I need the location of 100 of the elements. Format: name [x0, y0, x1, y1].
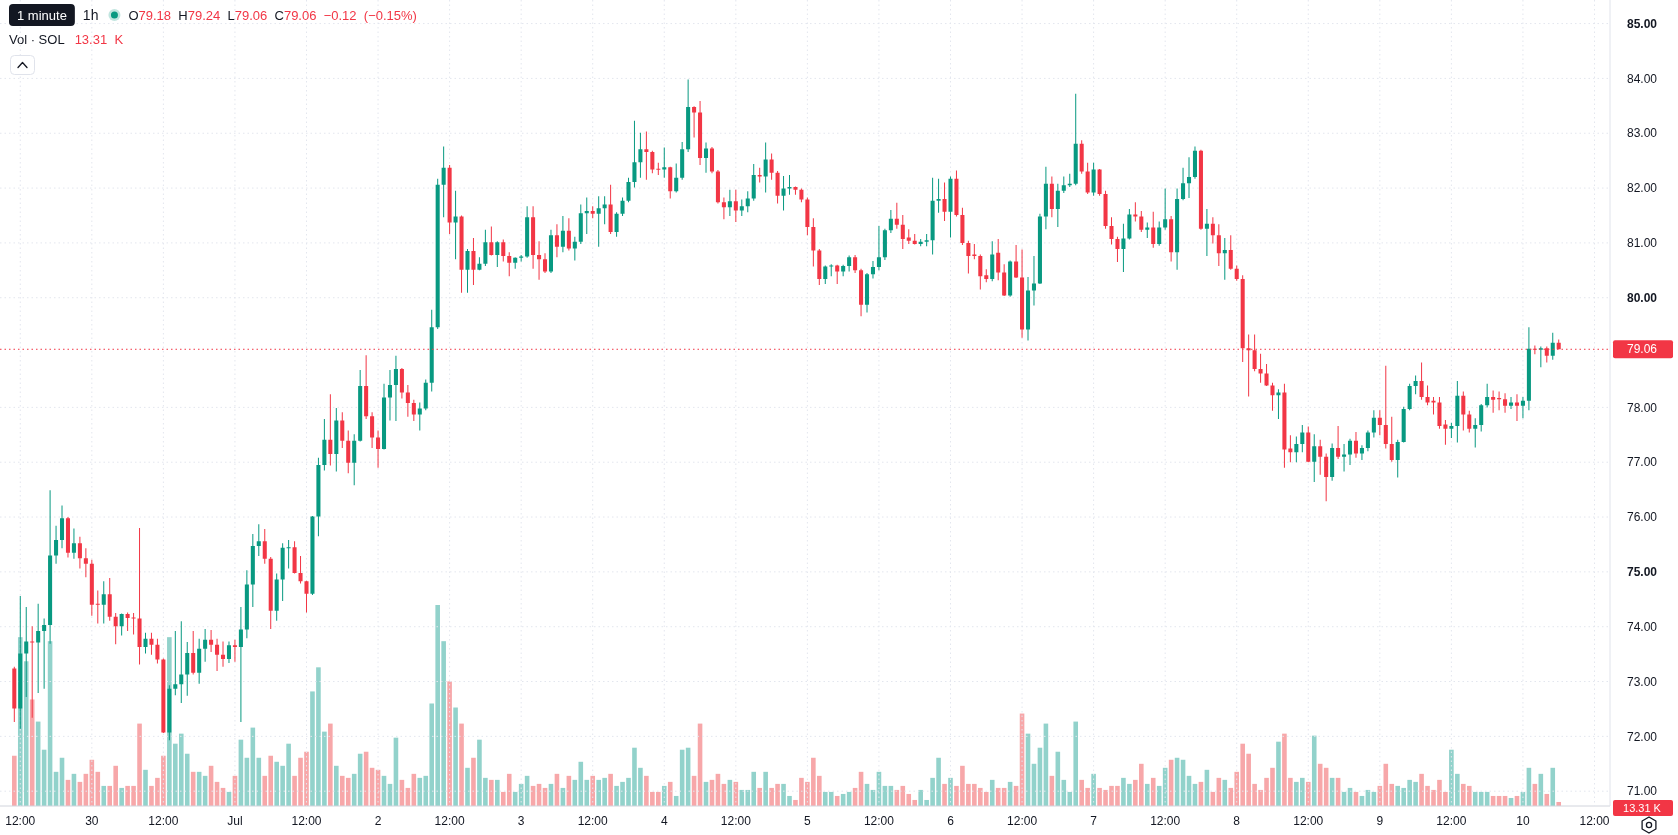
candlestick — [841, 264, 846, 277]
candlestick — [453, 190, 458, 260]
x-tick-label: 12:00 — [291, 814, 322, 829]
candlestick — [173, 631, 178, 696]
candlestick — [936, 178, 941, 213]
candlestick — [113, 613, 118, 645]
candlestick — [1270, 382, 1275, 411]
y-tick-label: 81.00 — [1626, 236, 1658, 251]
candlestick — [984, 269, 989, 283]
candlestick — [781, 176, 786, 211]
candlestick — [256, 524, 261, 556]
candlestick — [1353, 432, 1359, 458]
candlestick — [1330, 443, 1335, 481]
candlestick — [1365, 430, 1370, 452]
candlestick — [1461, 391, 1466, 431]
candlestick — [1407, 383, 1412, 411]
candlestick — [811, 218, 816, 267]
candlestick — [1228, 235, 1233, 270]
candlestick — [399, 367, 404, 399]
candlestick — [1043, 166, 1048, 230]
candlestick — [1085, 162, 1090, 195]
candlestick — [596, 196, 601, 247]
candlestick — [1169, 216, 1174, 262]
candlestick — [566, 218, 571, 251]
candlestick — [1037, 213, 1042, 285]
candlestick — [817, 248, 822, 286]
candlestick — [525, 206, 530, 258]
candlestick — [304, 580, 309, 613]
candlestick — [423, 379, 428, 411]
bar — [989, 779, 995, 806]
bar — [119, 787, 124, 806]
bar — [1091, 773, 1096, 806]
candlestick — [101, 581, 106, 624]
y-tick-label: 78.00 — [1626, 400, 1658, 415]
candlestick — [799, 188, 804, 203]
candlestick — [656, 162, 661, 175]
candlestick — [1526, 327, 1531, 411]
candlestick — [739, 199, 744, 217]
candlestick — [179, 621, 184, 703]
candlestick — [847, 255, 852, 272]
candlestick — [1508, 396, 1514, 410]
candlestick — [441, 146, 446, 218]
candlestick — [137, 528, 142, 665]
y-tick-label: 71.00 — [1626, 784, 1658, 799]
candlestick — [548, 229, 554, 274]
candlestick — [1055, 183, 1060, 227]
candlestick — [1342, 444, 1347, 472]
bar — [763, 771, 768, 806]
candlestick — [793, 186, 798, 195]
candlestick — [1061, 176, 1066, 193]
candlestick — [1151, 211, 1156, 248]
candlestick — [1145, 222, 1150, 238]
candlestick — [1324, 453, 1329, 502]
candlestick — [542, 253, 548, 274]
candlestick — [1121, 223, 1126, 272]
bar — [101, 785, 107, 806]
y-tick-label: 73.00 — [1626, 674, 1658, 689]
candlestick — [286, 540, 291, 569]
candlestick — [465, 248, 470, 293]
candlestick — [1079, 140, 1084, 174]
y-tick-label: 84.00 — [1626, 71, 1658, 86]
bar — [447, 681, 452, 806]
candlestick — [232, 639, 237, 662]
candlestick — [1437, 396, 1442, 429]
candlestick — [1008, 260, 1013, 297]
candlestick — [644, 131, 649, 180]
x-tick-label: 12:00 — [1293, 814, 1324, 829]
candlestick — [42, 618, 47, 689]
candlestick — [1014, 245, 1019, 278]
bar — [334, 765, 339, 806]
y-tick-label: 74.00 — [1626, 619, 1658, 634]
candlestick — [972, 243, 977, 260]
candlestick — [483, 229, 488, 266]
x-tick-label: 12:00 — [1150, 814, 1181, 829]
bar — [661, 785, 667, 806]
x-tick-label: 12:00 — [5, 814, 36, 829]
candlestick — [1479, 404, 1484, 432]
candlestick — [513, 257, 518, 269]
candlestick — [185, 642, 190, 696]
candlestick — [209, 630, 214, 652]
candlestick — [620, 197, 625, 217]
candlestick — [1377, 410, 1382, 436]
candlestick — [161, 658, 166, 734]
candlestick — [572, 236, 577, 261]
candlestick — [608, 184, 613, 235]
y-tick-label: 82.00 — [1626, 181, 1658, 196]
candlestick — [268, 557, 273, 629]
candlestick — [381, 383, 387, 450]
candlestick — [244, 570, 249, 639]
candlestick — [1282, 383, 1287, 468]
candlestick — [501, 239, 506, 262]
y-tick-label: 80.00 — [1626, 290, 1658, 305]
candlestick — [1198, 149, 1203, 230]
candlestick — [745, 191, 750, 213]
candlestick — [1347, 438, 1353, 465]
candlestick — [1401, 406, 1406, 443]
candlestick — [262, 529, 267, 564]
bar — [465, 767, 470, 806]
y-tick-label: 75.00 — [1626, 565, 1658, 580]
candlestick — [328, 394, 333, 466]
